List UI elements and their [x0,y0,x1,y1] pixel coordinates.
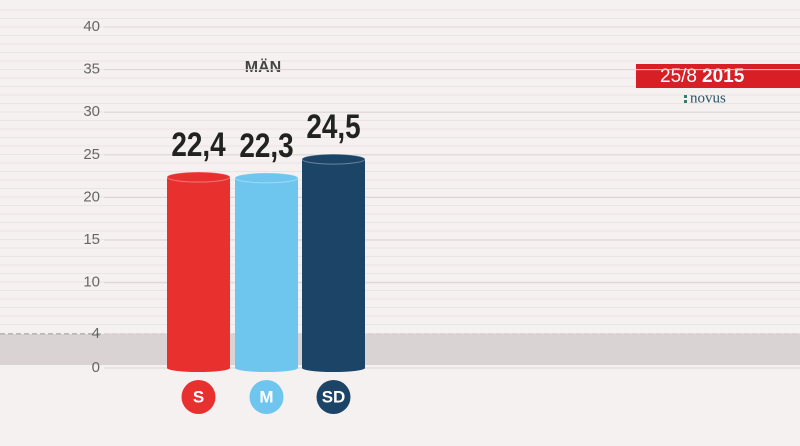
chart-title: MÄN [245,58,281,76]
date-day: 25/8 [660,66,697,87]
category-badge [181,380,216,414]
value-label: 22,3 [239,126,293,164]
date-box [636,64,800,88]
value-label: 24,5 [306,108,360,146]
x-tick-label: SD [322,387,346,406]
category-badge [249,380,284,414]
y-tick-label: 15 [83,231,100,248]
bar-top [301,153,366,165]
bar [302,159,365,368]
bar-bottom [167,364,230,372]
y-tick-label: 0 [92,359,100,376]
y-tick-label: 4 [92,325,100,342]
y-tick-label: 25 [83,146,100,163]
source-logo: novus [690,90,726,106]
bar-bottom [235,364,298,372]
value-label: 22,4 [171,125,226,163]
date-year: 2015 [702,66,745,87]
logo-icon [684,95,687,98]
threshold-band [0,333,800,365]
bar-bottom [302,364,365,372]
y-tick-label: 40 [83,18,100,35]
y-tick-label: 10 [83,274,100,291]
x-tick-label: M [259,387,273,406]
bar [167,177,230,368]
y-tick-label: 30 [83,103,100,120]
y-tick-label: 20 [83,188,100,205]
logo-icon [684,100,687,103]
bar-top [166,171,231,183]
y-tick-label: 35 [83,61,100,78]
bar-top [234,172,299,184]
x-tick-label: S [193,387,204,406]
bar [235,177,298,368]
category-badge [316,380,351,414]
